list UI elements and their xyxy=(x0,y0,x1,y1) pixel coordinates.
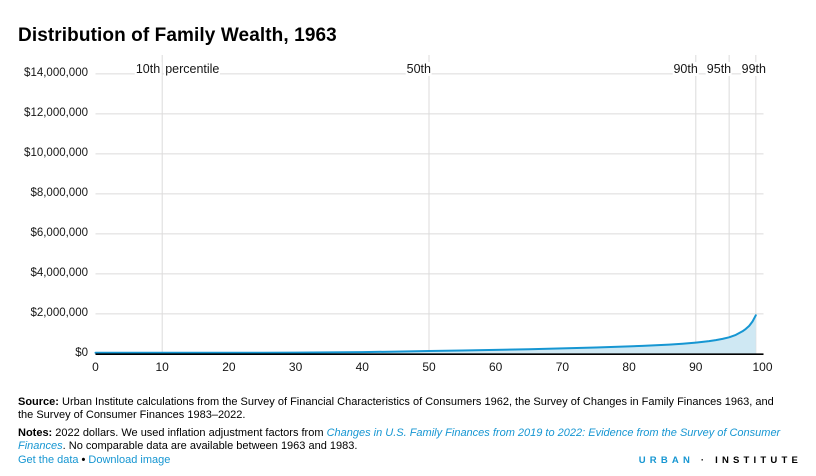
x-axis-tick-label: 60 xyxy=(489,359,503,374)
notes-text-after: . No comparable data are available betwe… xyxy=(62,440,358,453)
logo-urban-text: URBAN xyxy=(638,455,695,466)
logo-dot: · xyxy=(694,455,716,466)
notes-label: Notes: xyxy=(18,427,53,439)
x-axis-tick-label: 70 xyxy=(555,359,570,374)
y-axis-tick-label: $0 xyxy=(75,346,88,359)
percentile-label: 50th xyxy=(405,62,432,76)
y-axis-tick-label: $8,000,000 xyxy=(30,186,88,199)
y-axis-tick-label: $10,000,000 xyxy=(24,146,88,159)
x-axis-tick-label: 20 xyxy=(222,359,236,374)
wealth-line xyxy=(94,314,757,354)
x-axis-tick-label: 80 xyxy=(622,359,636,374)
chart-canvas xyxy=(94,55,764,356)
x-axis-tick-label: 100 xyxy=(752,359,773,374)
urban-institute-logo: URBAN · INSTITUTE xyxy=(639,455,802,466)
get-the-data-link[interactable]: Get the data xyxy=(18,454,79,466)
download-image-link[interactable]: Download image xyxy=(88,454,171,466)
percentile-label: 10th xyxy=(134,62,162,76)
x-axis-tick-label: 30 xyxy=(288,359,303,374)
source-label: Source: xyxy=(18,396,59,408)
x-axis-tick-label: 0 xyxy=(92,359,99,374)
percentile-label: 90th xyxy=(672,62,699,76)
notes-note: Notes: 2022 dollars. We used inflation a… xyxy=(18,427,782,454)
source-text: Urban Institute calculations from the Su… xyxy=(18,396,774,422)
y-axis-tick-label: $4,000,000 xyxy=(30,266,88,279)
wealth-area-fill xyxy=(95,315,756,355)
notes-text-before: 2022 dollars. We used inflation adjustme… xyxy=(52,427,327,439)
footer-links: Get the data • Download image xyxy=(18,454,170,466)
source-note: Source: Urban Institute calculations fro… xyxy=(18,396,782,423)
chart-title: Distribution of Family Wealth, 1963 xyxy=(18,25,337,46)
logo-institute-text: INSTITUTE xyxy=(715,455,802,466)
y-axis-tick-label: $12,000,000 xyxy=(24,106,88,119)
x-axis-tick-label: 40 xyxy=(355,359,369,374)
percentile-label-suffix: percentile xyxy=(164,62,221,76)
y-axis-tick-label: $2,000,000 xyxy=(30,306,88,319)
y-axis-tick-label: $14,000,000 xyxy=(24,66,88,79)
percentile-label: 99th xyxy=(740,62,767,76)
percentile-label: 95th xyxy=(705,62,733,76)
links-separator: • xyxy=(81,454,86,466)
x-axis-tick-label: 10 xyxy=(155,359,169,374)
x-axis-tick-label: 90 xyxy=(689,359,703,374)
notes-citation-link[interactable]: Changes in U.S. Family Finances from 201… xyxy=(18,427,781,453)
x-axis-tick-label: 50 xyxy=(422,359,436,374)
wealth-distribution-plot[interactable]: $0 $2,000,000 $4,000,000 $6,000,000 $8,000,0… xyxy=(0,0,816,392)
y-axis-tick-label: $6,000,000 xyxy=(30,226,88,239)
